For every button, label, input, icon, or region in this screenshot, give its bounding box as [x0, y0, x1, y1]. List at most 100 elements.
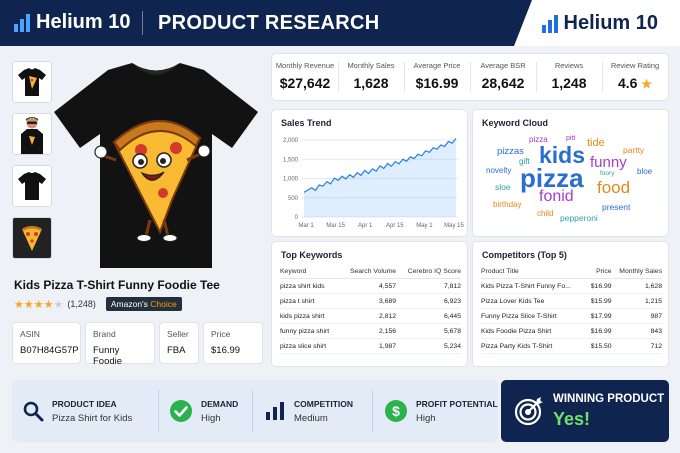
competitors-panel: Competitors (Top 5) Product Title Price … — [472, 241, 669, 367]
sales-cell: 712 — [611, 338, 662, 354]
star-rating-icon: ★★★★★ — [14, 298, 64, 311]
table-row[interactable]: Kids Pizza T-Shirt Funny Fo... $16.99 1,62… — [481, 278, 662, 294]
summary-value: High — [416, 412, 436, 424]
x-tick-label: May 1 — [416, 223, 433, 229]
summary-title: PROFIT POTENTIAL — [416, 398, 498, 409]
product-thumbnails — [12, 61, 52, 269]
keyword-cell: funny pizza shirt — [280, 323, 340, 339]
cloud-word[interactable]: present — [602, 202, 631, 212]
summary-title: DEMAND — [201, 398, 239, 409]
main-product-image[interactable] — [50, 60, 262, 272]
logo-bars-icon — [541, 14, 558, 33]
volume-cell: 2,156 — [339, 323, 397, 339]
cloud-word[interactable]: fonid — [539, 188, 574, 205]
winning-product-title: WINNING PRODUCT — [553, 393, 665, 405]
column-header[interactable]: Price — [587, 266, 612, 279]
iq-score-cell: 5,234 — [396, 338, 461, 354]
cloud-word[interactable]: pitt — [566, 135, 576, 142]
sales-trend-panel: Sales Trend 0 500 1,000 1,500 2,000 Mar 1 Mar … — [271, 109, 468, 237]
summary-strip: PRODUCT IDEA Pizza Shirt for Kids DEMAND… — [12, 380, 498, 442]
column-header[interactable]: Keyword — [280, 266, 340, 279]
table-row[interactable]: pizza shirt kids 4,557 7,812 — [280, 278, 461, 294]
cloud-word[interactable]: birthday — [493, 200, 522, 209]
table-row[interactable]: Pizza Lover Kids Tee $15.99 1,215 — [481, 293, 662, 309]
sales-line — [303, 138, 457, 193]
sales-cell: 987 — [611, 308, 662, 324]
stat-value: $27,642 — [279, 75, 331, 91]
rating-row: ★★★★★ (1,248) Amazon's Choice — [14, 297, 182, 311]
table-row[interactable]: pizza t shirt 3,689 6,923 — [280, 293, 461, 309]
cloud-word[interactable]: pepperoni — [560, 213, 598, 223]
stat-label: Monthly Revenue — [275, 61, 335, 70]
stat-value: 28,642 — [481, 75, 525, 91]
top-keywords-panel: Top Keywords Keyword Search Volume Cereb… — [271, 241, 468, 367]
tshirt-icon — [18, 68, 46, 96]
column-header[interactable]: Monthly Sales — [611, 266, 662, 279]
summary-title: PRODUCT IDEA — [52, 398, 117, 409]
seller-label: Seller — [167, 329, 189, 339]
helium10-logo[interactable]: Helium 10 — [14, 11, 130, 34]
product-idea-item: PRODUCT IDEA Pizza Shirt for Kids — [22, 380, 132, 442]
column-header[interactable]: Search Volume — [339, 266, 397, 279]
divider — [252, 390, 253, 432]
brand-card: Brand Funny Foodie — [85, 322, 155, 367]
dollar-circle-icon: $ — [385, 400, 407, 422]
product-title-cell: Pizza Lover Kids Tee — [481, 293, 588, 309]
cloud-word[interactable]: kids — [539, 142, 586, 168]
keyword-cell: pizza slice shirt — [280, 338, 340, 354]
cloud-word[interactable]: funny — [590, 154, 627, 171]
table-row[interactable]: Pizza Party Kids T-Shirt $15.50 712 — [481, 338, 662, 354]
metrics-strip: Monthly Revenue $27,642 Monthly Sales 1,… — [271, 53, 669, 101]
top-keywords-table: Keyword Search Volume Cerebro IQ Score p… — [280, 266, 461, 354]
volume-cell: 4,557 — [339, 278, 397, 294]
thumbnail-back[interactable] — [12, 165, 52, 207]
tshirt-back-icon — [18, 172, 46, 200]
helium10-logo-right[interactable]: Helium 10 — [541, 12, 658, 35]
cloud-word[interactable]: pizza — [520, 163, 584, 193]
thumbnail-model[interactable] — [12, 113, 52, 155]
table-row[interactable]: kids pizza shirt 2,812 6,445 — [280, 308, 461, 324]
table-row[interactable]: Funny Pizza Slice T-Shirt $17.99 987 — [481, 308, 662, 324]
thumbnail-front[interactable] — [12, 61, 52, 103]
target-icon — [514, 397, 543, 426]
sales-trend-chart[interactable]: 0 500 1,000 1,500 2,000 Mar 1 Mar 15 Apr 1 Apr 1… — [272, 110, 469, 238]
cloud-word[interactable]: tide — [587, 137, 605, 149]
badge-prefix: Amazon's — [110, 299, 148, 309]
stat-value: $16.99 — [415, 75, 459, 91]
cloud-word[interactable]: novelty — [486, 166, 512, 175]
stat-value: 1,248 — [551, 75, 587, 91]
product-title-cell: Pizza Party Kids T-Shirt — [481, 338, 588, 354]
table-row[interactable]: funny pizza shirt 2,156 5,678 — [280, 323, 461, 339]
x-tick-label: Apr 1 — [358, 223, 373, 229]
product-title[interactable]: Kids Pizza T-Shirt Funny Foodie Tee — [14, 278, 220, 292]
star-icon: ★ — [641, 77, 653, 91]
cloud-word[interactable]: foory — [600, 170, 615, 177]
cloud-word[interactable]: gift — [519, 157, 530, 166]
table-row[interactable]: Kids Foodie Pizza Shirt $16.99 843 — [481, 323, 662, 339]
y-tick-label: 0 — [295, 215, 299, 221]
competitors-table: Product Title Price Monthly Sales Kids P… — [481, 266, 662, 354]
cloud-word[interactable]: sloe — [495, 182, 511, 192]
divider — [372, 390, 373, 432]
thumbnail-graphic[interactable] — [12, 217, 52, 259]
cloud-word[interactable]: pizzas — [497, 146, 524, 157]
y-tick-label: 2,000 — [283, 138, 299, 144]
column-header[interactable]: Product Title — [481, 266, 588, 279]
keyword-cell: pizza shirt kids — [280, 278, 340, 294]
asin-value[interactable]: B07H84G57P — [20, 345, 79, 356]
sales-cell: 1,215 — [611, 293, 662, 309]
cloud-word[interactable]: child — [537, 209, 554, 218]
brand-label: Brand — [93, 329, 116, 339]
cloud-word[interactable]: partty — [623, 145, 645, 155]
cloud-word[interactable]: pizza — [529, 135, 548, 144]
stat-label: Monthly Sales — [347, 61, 395, 70]
price-card: Price $16.99 — [203, 322, 263, 364]
iq-score-cell: 7,812 — [396, 278, 461, 294]
top-header: Helium 10 PRODUCT RESEARCH Helium 10 — [0, 0, 680, 46]
column-header[interactable]: Cerebro IQ Score — [396, 266, 461, 279]
cloud-word[interactable]: food — [597, 178, 631, 197]
review-count[interactable]: (1,248) — [67, 299, 96, 309]
x-tick-label: Mar 15 — [326, 223, 345, 229]
table-row[interactable]: pizza slice shirt 1,987 5,234 — [280, 338, 461, 354]
cloud-word[interactable]: bloe — [637, 167, 653, 176]
